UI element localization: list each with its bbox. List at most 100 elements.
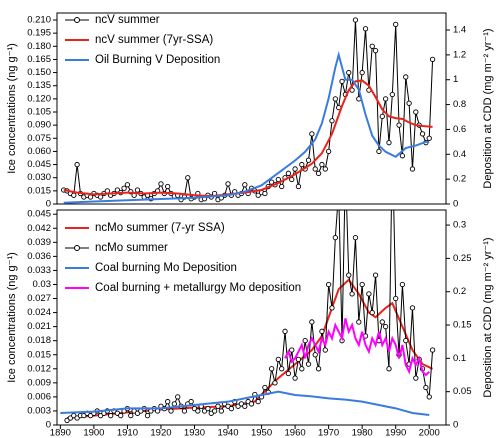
data-point <box>369 309 375 316</box>
data-point <box>285 170 292 176</box>
x-tick-label: 1920 <box>150 428 171 438</box>
data-point <box>171 401 178 407</box>
y-tick-label: 0.150 <box>27 67 51 78</box>
data-point <box>71 192 77 198</box>
y2-tick-label: 0.6 <box>453 124 466 135</box>
data-point <box>309 131 315 137</box>
data-point <box>87 194 94 200</box>
data-point <box>329 118 335 124</box>
y-tick-label: 0.210 <box>27 15 51 26</box>
legend-label: Coal burning + metallurgy Mo deposition <box>95 282 301 294</box>
data-point <box>299 161 305 168</box>
data-point <box>165 398 171 405</box>
y-tick-label: 0.030 <box>27 172 51 183</box>
data-point <box>158 181 164 187</box>
data-point <box>289 347 295 353</box>
data-point <box>352 234 359 241</box>
data-point <box>419 131 426 137</box>
y-tick-label: 0.075 <box>27 133 51 144</box>
data-point <box>362 26 369 32</box>
data-point <box>413 375 419 381</box>
legend-marker <box>74 17 80 23</box>
series-line <box>63 79 433 198</box>
y2-axis-title: Deposition at CDD (mg m⁻² yr⁻¹) <box>482 28 494 188</box>
x-tick-label: 1970 <box>318 428 339 438</box>
data-point <box>248 401 255 407</box>
data-point <box>426 394 432 400</box>
data-point <box>379 319 385 325</box>
data-point <box>124 182 131 188</box>
y-tick-label: 0.036 <box>27 251 51 262</box>
y-axis-title: Ice concentrations (ng g⁻¹) <box>6 43 18 174</box>
x-tick-label: 1900 <box>83 428 104 438</box>
y2-tick-label: 0.4 <box>453 149 466 160</box>
data-point <box>382 96 389 102</box>
data-point <box>262 384 268 391</box>
data-point <box>346 69 352 76</box>
data-point <box>242 403 248 409</box>
y2-tick-label: 0.8 <box>453 99 466 110</box>
series-line <box>63 19 434 201</box>
data-point <box>292 166 298 172</box>
y2-tick-label: 1.2 <box>453 49 466 60</box>
data-point <box>268 179 275 185</box>
legend-label: ncV summer <box>95 14 160 26</box>
data-point <box>242 182 248 188</box>
data-point <box>215 403 221 409</box>
data-point <box>336 189 340 193</box>
data-point <box>279 183 285 190</box>
y-tick-label: 0.060 <box>27 146 51 157</box>
x-tick-label: 2000 <box>419 428 440 438</box>
y-tick-label: 0.024 <box>27 307 51 318</box>
data-point <box>379 113 385 120</box>
data-point <box>185 175 191 181</box>
data-point <box>366 291 372 297</box>
y-tick-label: 0.045 <box>27 159 51 170</box>
y-tick-label: 0 <box>46 420 51 431</box>
data-point <box>128 412 134 419</box>
data-point <box>429 347 436 353</box>
data-point <box>352 17 359 23</box>
y2-axis-title: Deposition at CDD (mg m⁻² yr⁻¹) <box>482 237 494 397</box>
data-point <box>262 190 268 197</box>
y2-tick-label: 0.1 <box>453 353 466 364</box>
x-tick-label: 1990 <box>385 428 406 438</box>
data-point <box>175 394 181 400</box>
y2-tick-label: 0 <box>453 420 458 431</box>
legend-label: ncMo summer <box>95 242 168 254</box>
data-point <box>272 380 278 386</box>
data-point <box>211 408 218 414</box>
legend-marker <box>74 245 80 251</box>
data-point <box>322 166 328 172</box>
data-point <box>329 305 335 311</box>
data-point <box>104 188 110 194</box>
data-point <box>413 109 419 115</box>
data-point <box>312 166 318 172</box>
data-point <box>369 43 375 49</box>
data-point <box>332 234 338 241</box>
data-point <box>399 281 406 288</box>
data-point <box>406 100 412 106</box>
y-tick-label: 0.045 <box>27 209 51 220</box>
data-point <box>118 412 124 419</box>
data-point <box>389 91 395 98</box>
y-tick-label: 0.015 <box>27 349 51 360</box>
y-tick-label: 0.135 <box>27 80 51 91</box>
data-point <box>285 370 292 377</box>
x-tick-label: 1950 <box>251 428 272 438</box>
y2-tick-label: 1 <box>453 74 458 85</box>
data-point <box>188 398 194 405</box>
data-point <box>376 148 382 155</box>
data-point <box>319 328 325 334</box>
y-tick-label: 0.012 <box>27 363 51 374</box>
data-point <box>275 356 281 363</box>
data-point <box>275 176 281 183</box>
data-point <box>325 148 332 155</box>
data-point <box>268 366 275 372</box>
y-tick-label: 0 <box>46 199 51 210</box>
data-point <box>144 412 151 419</box>
series-line <box>63 51 430 204</box>
data-point <box>181 408 188 414</box>
data-point <box>393 295 399 302</box>
